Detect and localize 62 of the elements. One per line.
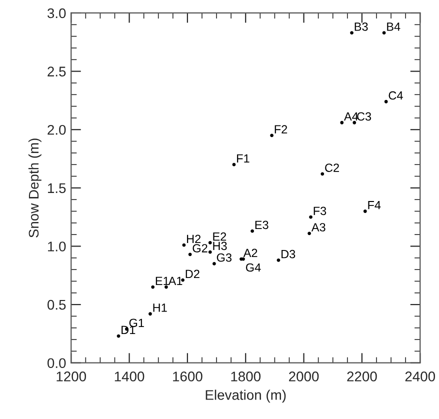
y-tick-label: 1.5: [48, 183, 66, 194]
data-label: G3: [216, 253, 232, 262]
point: [308, 232, 312, 236]
point: [363, 210, 367, 213]
data-label: E3: [255, 220, 268, 230]
point: [212, 262, 216, 266]
data-label: A2: [243, 248, 258, 257]
y-tick-label: 0.5: [47, 300, 66, 310]
point: [352, 120, 356, 124]
y-tick-label: 0.0: [47, 358, 66, 368]
data-label: G1: [129, 318, 144, 328]
data-label: C3: [357, 112, 372, 121]
x-tick-label: 2200: [347, 372, 377, 382]
point: [232, 162, 236, 166]
x-tick-label: 2400: [405, 372, 436, 382]
point: [182, 243, 186, 247]
data-label: H1: [153, 304, 167, 312]
point: [309, 215, 312, 219]
y-tick-label: 1.0: [48, 242, 66, 252]
data-label: F1: [237, 154, 250, 163]
data-label: A4: [344, 112, 358, 121]
x-tick-label: 1600: [173, 372, 202, 382]
data-label: E2: [213, 232, 226, 241]
data-label: D2: [186, 270, 200, 278]
data-label: B3: [354, 22, 368, 31]
point: [208, 250, 212, 254]
x-tick-label: 1400: [114, 372, 144, 382]
data-label: F4: [368, 201, 381, 210]
x-axis-title: Elevation (m): [206, 390, 286, 403]
point: [340, 120, 344, 124]
data-label: B4: [387, 22, 400, 31]
x-tick-label: 1800: [231, 372, 261, 382]
data-label: E1: [156, 276, 169, 285]
point: [148, 312, 152, 316]
data-label: C4: [388, 91, 403, 100]
point: [164, 285, 168, 289]
y-axis-title: Snow Depth (m): [28, 138, 42, 238]
data-label: F2: [274, 125, 288, 134]
data-label: D3: [282, 250, 296, 258]
point: [320, 172, 324, 176]
point: [208, 241, 212, 244]
data-label: H2: [187, 234, 201, 243]
y-tick-label: 3.0: [47, 8, 66, 18]
x-tick-label: 1200: [56, 372, 86, 382]
data-label: C2: [325, 164, 339, 172]
point: [188, 252, 192, 256]
data-label: H3: [213, 242, 227, 250]
y-tick-label: 2.0: [48, 124, 66, 135]
point: [270, 134, 274, 138]
point: [276, 258, 280, 262]
data-label: G4: [246, 263, 261, 272]
point: [382, 31, 386, 35]
point: [250, 229, 254, 233]
point: [350, 31, 354, 35]
data-label: F3: [314, 206, 326, 216]
x-tick-label: 2000: [289, 372, 319, 382]
y-tick-label: 2.5: [48, 66, 66, 76]
data-label: A3: [311, 223, 326, 232]
point: [151, 285, 155, 289]
data-label: A1: [168, 276, 182, 285]
point: [384, 100, 388, 104]
data-label: G2: [192, 244, 208, 252]
